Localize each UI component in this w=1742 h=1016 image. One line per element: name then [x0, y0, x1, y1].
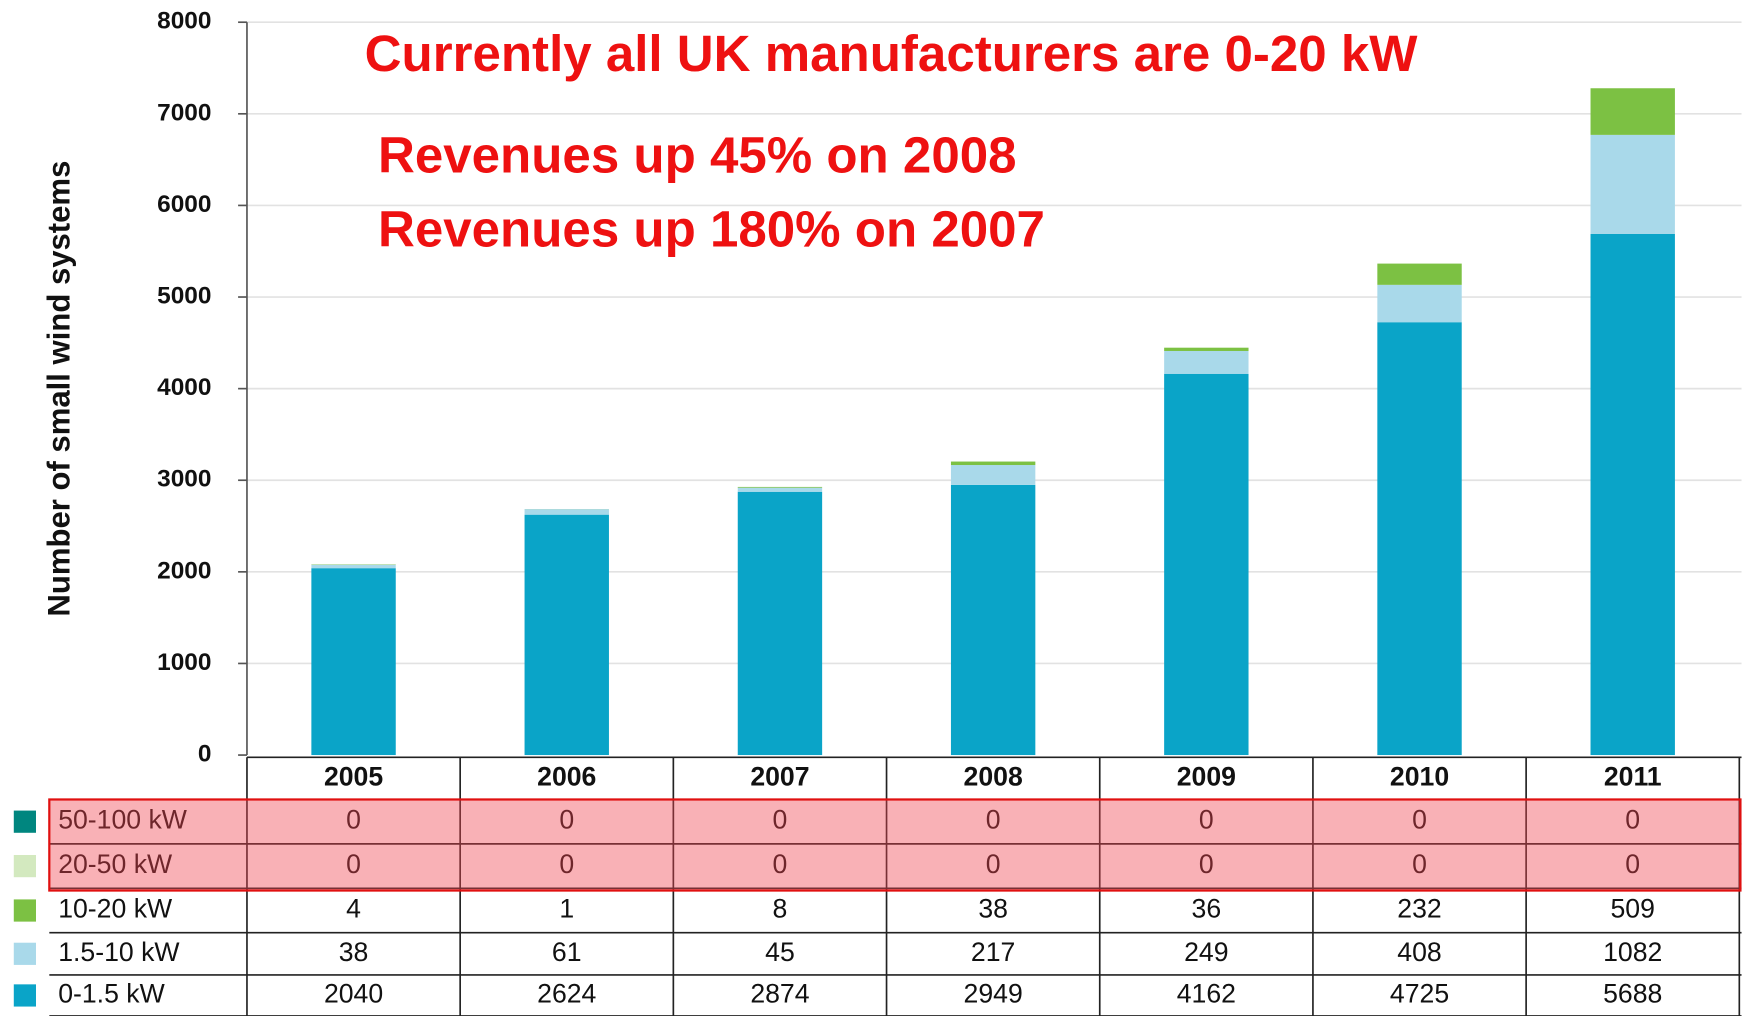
bar-segment	[1590, 88, 1675, 135]
bar-segment	[524, 509, 609, 515]
legend-swatch	[13, 942, 36, 965]
table-cell: 61	[552, 937, 582, 967]
bar-segment	[1377, 263, 1462, 285]
table-cell: 2040	[324, 978, 383, 1008]
y-axis-label: Number of small wind systems	[42, 161, 77, 617]
legend-label: 10-20 kW	[58, 894, 173, 924]
y-tick-label: 2000	[157, 557, 211, 584]
table-cell: 0	[1199, 849, 1214, 879]
highlight-box	[48, 798, 1742, 892]
bar-segment	[524, 514, 609, 756]
legend-swatch	[13, 810, 36, 833]
x-tick-label: 2009	[1177, 761, 1236, 791]
table-cell: 0	[559, 805, 574, 835]
bar-segment	[311, 568, 396, 756]
table-cell: 4	[346, 894, 361, 924]
table-cell: 217	[971, 937, 1015, 967]
y-tick-label: 6000	[157, 191, 211, 218]
legend-label: 0-1.5 kW	[58, 978, 165, 1008]
table-cell: 1082	[1603, 937, 1662, 967]
y-tick-label: 3000	[157, 466, 211, 493]
table-cell: 2624	[537, 978, 596, 1008]
table-cell: 36	[1192, 894, 1222, 924]
bar-segment	[1164, 373, 1249, 756]
bar-segment	[1377, 284, 1462, 323]
y-tick-label: 0	[198, 741, 212, 768]
table-cell: 2949	[964, 978, 1023, 1008]
y-tick-label: 5000	[157, 282, 211, 309]
bar-segment	[1590, 134, 1675, 235]
bar-segment	[311, 564, 396, 569]
x-tick-label: 2005	[324, 761, 383, 791]
x-tick-label: 2011	[1604, 761, 1662, 791]
y-tick-label: 7000	[157, 99, 211, 126]
table-cell: 0	[1412, 805, 1427, 835]
table-cell: 8	[773, 894, 788, 924]
table-cell: 45	[765, 937, 795, 967]
bar-segment	[1164, 350, 1249, 374]
table-cell: 0	[346, 805, 361, 835]
annotation: Revenues up 180% on 2007	[378, 201, 1045, 258]
x-tick-label: 2006	[537, 761, 596, 791]
table-cell: 0	[986, 805, 1001, 835]
table-cell: 249	[1184, 937, 1228, 967]
annotation: Currently all UK manufacturers are 0-20 …	[365, 25, 1419, 82]
table-cell: 408	[1397, 937, 1441, 967]
legend-label: 20-50 kW	[58, 849, 173, 879]
bar-segment	[950, 484, 1036, 756]
legend-label: 1.5-10 kW	[58, 937, 180, 967]
table-cell: 2874	[750, 978, 809, 1008]
table-cell: 0	[559, 849, 574, 879]
table-cell: 5688	[1603, 978, 1662, 1008]
y-tick-label: 8000	[157, 8, 211, 35]
bar-segment	[1590, 234, 1675, 756]
table-cell: 0	[1412, 849, 1427, 879]
bar-segment	[950, 461, 1036, 466]
bar-segment	[1164, 347, 1249, 351]
table-cell: 4725	[1390, 978, 1449, 1008]
table-cell: 0	[986, 849, 1001, 879]
bar-segment	[1377, 322, 1462, 756]
bar-segment	[737, 486, 823, 488]
bar-segment	[950, 465, 1036, 485]
legend-label: 50-100 kW	[58, 805, 188, 835]
table-cell: 0	[1625, 849, 1640, 879]
bar-segment	[737, 487, 823, 492]
legend-swatch	[13, 984, 36, 1007]
annotation: Revenues up 45% on 2008	[378, 126, 1017, 183]
table-cell: 4162	[1177, 978, 1236, 1008]
table-cell: 38	[978, 894, 1008, 924]
table-cell: 1	[559, 894, 574, 924]
table-cell: 38	[339, 937, 369, 967]
x-tick-label: 2010	[1390, 761, 1449, 791]
table-cell: 0	[1625, 805, 1640, 835]
table-cell: 0	[346, 849, 361, 879]
bar-segment	[737, 491, 823, 756]
table-cell: 509	[1611, 894, 1655, 924]
table-cell: 0	[1199, 805, 1214, 835]
y-tick-label: 1000	[157, 649, 211, 676]
x-tick-label: 2008	[964, 761, 1023, 791]
y-tick-label: 4000	[157, 374, 211, 401]
table-cell: 0	[773, 805, 788, 835]
x-tick-label: 2007	[750, 761, 809, 791]
table-cell: 232	[1397, 894, 1441, 924]
legend-swatch	[13, 899, 36, 922]
table-cell: 0	[773, 849, 788, 879]
legend-swatch	[13, 854, 36, 878]
